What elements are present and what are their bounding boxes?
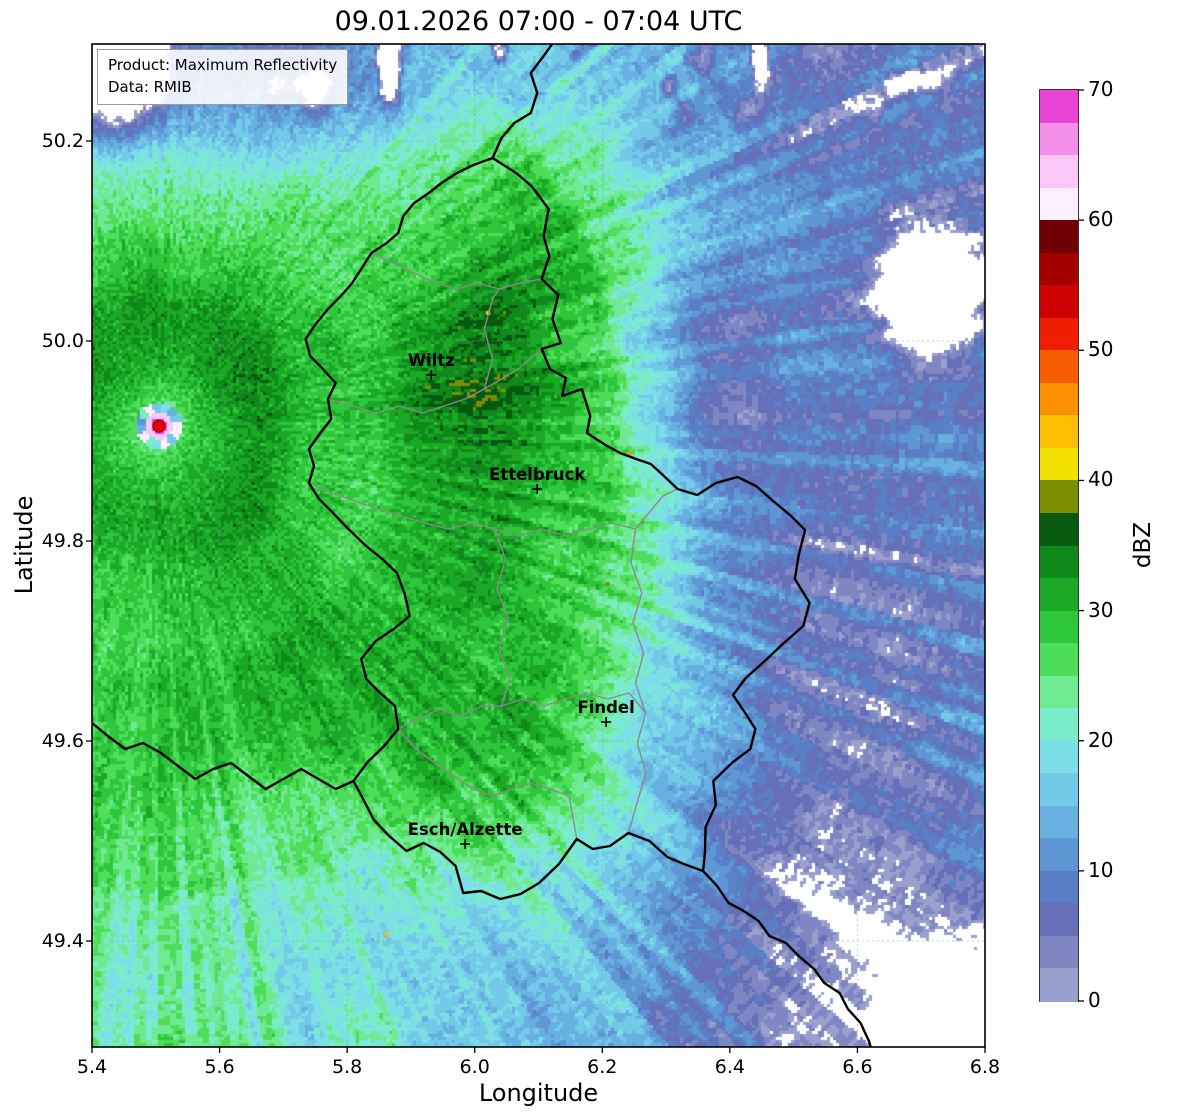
x-tick-label: 6.0 xyxy=(459,1056,490,1078)
x-tick-label: 6.4 xyxy=(714,1056,745,1078)
colorbar-segment xyxy=(1040,545,1078,579)
colorbar-segment xyxy=(1040,870,1078,904)
x-tick-label: 5.4 xyxy=(76,1056,108,1078)
data-source-line: Data: RMIB xyxy=(108,77,192,96)
colorbar-segment xyxy=(1040,675,1078,709)
product-line: Product: Maximum Reflectivity xyxy=(108,56,338,74)
colorbar-segment xyxy=(1040,447,1078,482)
colorbar-segment xyxy=(1040,317,1078,351)
colorbar-segment xyxy=(1040,220,1078,254)
colorbar-tick-label: 0 xyxy=(1088,988,1101,1012)
colorbar-segment xyxy=(1040,155,1078,189)
y-tick-label: 50.2 xyxy=(41,130,84,152)
colorbar-tick-label: 20 xyxy=(1088,727,1114,752)
colorbar-label: dBZ xyxy=(1130,521,1156,569)
colorbar-segment xyxy=(1040,643,1078,677)
colorbar-segment xyxy=(1040,187,1078,221)
x-tick-label: 6.8 xyxy=(969,1056,1001,1078)
y-tick-label: 49.8 xyxy=(41,530,84,552)
colorbar-segment xyxy=(1040,903,1078,937)
colorbar-segment xyxy=(1040,90,1078,124)
colorbar-segment xyxy=(1040,805,1078,839)
colorbar-segment xyxy=(1040,122,1078,156)
x-tick-label: 6.2 xyxy=(587,1056,618,1078)
colorbar-segment xyxy=(1040,512,1078,547)
colorbar-tick-label: 40 xyxy=(1088,467,1114,492)
colorbar-tick-label: 60 xyxy=(1088,207,1114,232)
colorbar-segment xyxy=(1040,935,1078,970)
colorbar-tick-label: 30 xyxy=(1088,597,1114,622)
colorbar-segment xyxy=(1040,480,1078,514)
colorbar-segment xyxy=(1040,610,1078,644)
colorbar-segment xyxy=(1040,838,1078,872)
colorbar-segment xyxy=(1040,285,1078,319)
x-axis-label: Longitude xyxy=(478,1079,599,1107)
colorbar-tick-label: 50 xyxy=(1088,337,1114,362)
x-tick-label: 5.6 xyxy=(204,1056,235,1078)
x-tick-label: 5.8 xyxy=(332,1056,363,1078)
y-tick-label: 49.6 xyxy=(41,730,84,752)
colorbar-tick-label: 70 xyxy=(1088,77,1114,101)
colorbar-segment xyxy=(1040,350,1078,384)
y-tick-label: 49.4 xyxy=(41,930,84,952)
colorbar-segment xyxy=(1040,382,1078,416)
radar-reflectivity-canvas xyxy=(92,44,985,1047)
colorbar-segment xyxy=(1040,773,1078,807)
product-info-box: Product: Maximum Reflectivity Data: RMIB xyxy=(97,49,349,105)
colorbar-segment xyxy=(1040,968,1078,1002)
colorbar-segment xyxy=(1040,578,1078,612)
colorbar-segment xyxy=(1040,740,1078,774)
figure-title: 09.01.2026 07:00 - 07:04 UTC xyxy=(334,6,743,37)
colorbar-tick-label: 10 xyxy=(1088,857,1114,882)
colorbar xyxy=(1040,90,1078,1002)
colorbar-segment xyxy=(1040,252,1078,286)
y-tick-label: 50.0 xyxy=(41,330,84,352)
x-tick-label: 6.6 xyxy=(842,1056,873,1078)
colorbar-segment xyxy=(1040,708,1078,742)
colorbar-segment xyxy=(1040,415,1078,449)
